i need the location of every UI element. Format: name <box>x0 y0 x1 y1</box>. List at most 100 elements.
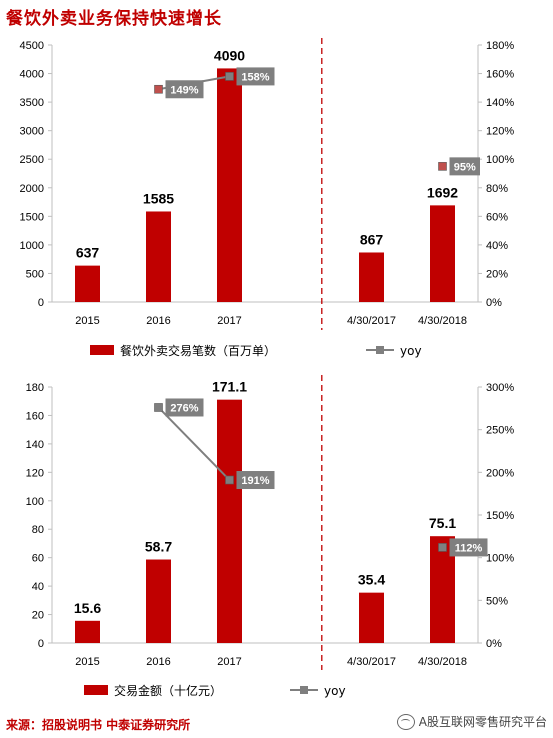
yoy-data-label: 149% <box>170 84 198 96</box>
yoy-data-label: 191% <box>241 475 269 487</box>
yoy-marker <box>225 475 234 485</box>
y-left-tick-label: 4000 <box>20 69 44 81</box>
y-left-tick-label: 0 <box>38 638 44 650</box>
watermark: A股互联网零售研究平台 <box>396 713 547 730</box>
bar <box>217 399 242 643</box>
y-left-tick-label: 500 <box>26 268 44 280</box>
category-label: 2017 <box>217 315 241 327</box>
category-label: 2017 <box>217 656 241 668</box>
category-label: 4/30/2017 <box>347 656 396 668</box>
yoy-data-label: 276% <box>170 402 198 414</box>
yoy-label-box <box>449 157 480 176</box>
category-label: 2015 <box>75 656 99 668</box>
y-left-tick-label: 3000 <box>20 126 44 138</box>
chart-transaction-value: 0 20 40 60 80 100 120 140 160 180 0% 50% 100% 150% 200… <box>26 375 514 698</box>
category-label: 4/30/2017 <box>347 315 396 327</box>
y-right-tick-label: 180% <box>486 40 514 52</box>
yoy-data-label: 158% <box>241 71 269 83</box>
page-title: 餐饮外卖业务保持快速增长 <box>6 9 222 29</box>
y-left-tick-label: 120 <box>26 467 44 479</box>
yoy-line <box>157 406 231 481</box>
bar <box>75 620 100 643</box>
bar <box>359 592 384 643</box>
y-right-tick-label: 200% <box>486 467 514 479</box>
y-right-tick-label: 100% <box>486 553 514 565</box>
y-left-tick-label: 20 <box>32 610 44 622</box>
bar-data-label: 1585 <box>143 190 174 206</box>
y-right-tick-label: 300% <box>486 382 514 394</box>
y-left-tick-label: 160 <box>26 410 44 422</box>
y-left-tick-label: 180 <box>26 382 44 394</box>
yoy-label-box <box>236 67 275 86</box>
legend-bar-swatch <box>90 345 114 355</box>
legend-bar-label: 交易金额（十亿元） <box>114 683 222 698</box>
y-right-tick-label: 160% <box>486 69 514 81</box>
wechat-icon <box>396 713 415 730</box>
category-label: 4/30/2018 <box>418 315 467 327</box>
yoy-label-box <box>236 471 275 490</box>
y-right-tick-label: 60% <box>486 211 508 223</box>
bar <box>359 252 384 302</box>
yoy-marker <box>154 84 163 94</box>
y-right-tick-label: 100% <box>486 154 514 166</box>
category-label: 2016 <box>146 656 170 668</box>
yoy-marker <box>438 162 447 171</box>
yoy-marker <box>438 543 447 552</box>
y-left-tick-label: 3500 <box>20 97 44 109</box>
source-note: 来源：招股说明书 中泰证券研究所 <box>6 718 191 732</box>
bar-data-label: 867 <box>360 231 384 247</box>
yoy-marker <box>225 72 234 81</box>
yoy-label-box <box>449 538 488 557</box>
bar <box>430 205 455 302</box>
y-right-tick-label: 40% <box>486 240 508 252</box>
y-left-tick-label: 80 <box>32 524 44 536</box>
y-left-tick-label: 0 <box>38 297 44 309</box>
yoy-marker <box>154 403 163 412</box>
bar-data-label: 4090 <box>214 47 245 63</box>
y-right-tick-label: 20% <box>486 268 508 280</box>
legend-yoy-marker <box>376 346 384 354</box>
y-right-tick-label: 0% <box>486 638 502 650</box>
category-label: 4/30/2018 <box>418 656 467 668</box>
y-left-tick-label: 60 <box>32 553 44 565</box>
bar-data-label: 171.1 <box>212 379 247 395</box>
y-right-tick-label: 150% <box>486 510 514 522</box>
bar-data-label: 637 <box>76 245 100 261</box>
yoy-label-box <box>165 398 204 417</box>
y-right-tick-label: 120% <box>486 126 514 138</box>
y-left-tick-label: 2000 <box>20 183 44 195</box>
legend-bar-label: 餐饮外卖交易笔数（百万单） <box>120 343 276 358</box>
bar <box>146 211 171 302</box>
y-right-tick-label: 250% <box>486 425 514 437</box>
chart-order-count: 0 500 1000 1500 2000 2500 3000 3500 4000 4500 0% 20… <box>20 38 514 358</box>
bar <box>217 68 242 302</box>
bar <box>75 265 100 302</box>
y-right-tick-label: 140% <box>486 97 514 109</box>
y-right-tick-label: 0% <box>486 297 502 309</box>
y-left-tick-label: 1000 <box>20 240 44 252</box>
legend-bar-swatch <box>84 685 108 695</box>
watermark-text: A股互联网零售研究平台 <box>418 715 547 729</box>
bar-data-label: 75.1 <box>429 515 456 531</box>
category-label: 2015 <box>75 315 99 327</box>
y-left-tick-label: 100 <box>26 496 44 508</box>
bar <box>146 559 171 643</box>
y-right-tick-label: 50% <box>486 595 508 607</box>
y-right-tick-label: 80% <box>486 183 508 195</box>
y-left-tick-label: 1500 <box>20 211 44 223</box>
category-label: 2016 <box>146 315 170 327</box>
bar-data-label: 58.7 <box>145 539 172 555</box>
legend-yoy-label: yoy <box>400 344 422 358</box>
yoy-data-label: 112% <box>455 542 483 554</box>
y-left-tick-label: 140 <box>26 439 44 451</box>
legend-yoy-label: yoy <box>324 684 346 698</box>
bar-data-label: 35.4 <box>358 572 385 588</box>
yoy-label-box <box>165 80 204 99</box>
bar-data-label: 15.6 <box>74 600 101 616</box>
y-left-tick-label: 40 <box>32 581 44 593</box>
legend-yoy-marker <box>300 686 308 694</box>
bar-data-label: 1692 <box>427 184 458 200</box>
y-left-tick-label: 4500 <box>20 40 44 52</box>
yoy-data-label: 95% <box>454 161 476 173</box>
y-left-tick-label: 2500 <box>20 154 44 166</box>
